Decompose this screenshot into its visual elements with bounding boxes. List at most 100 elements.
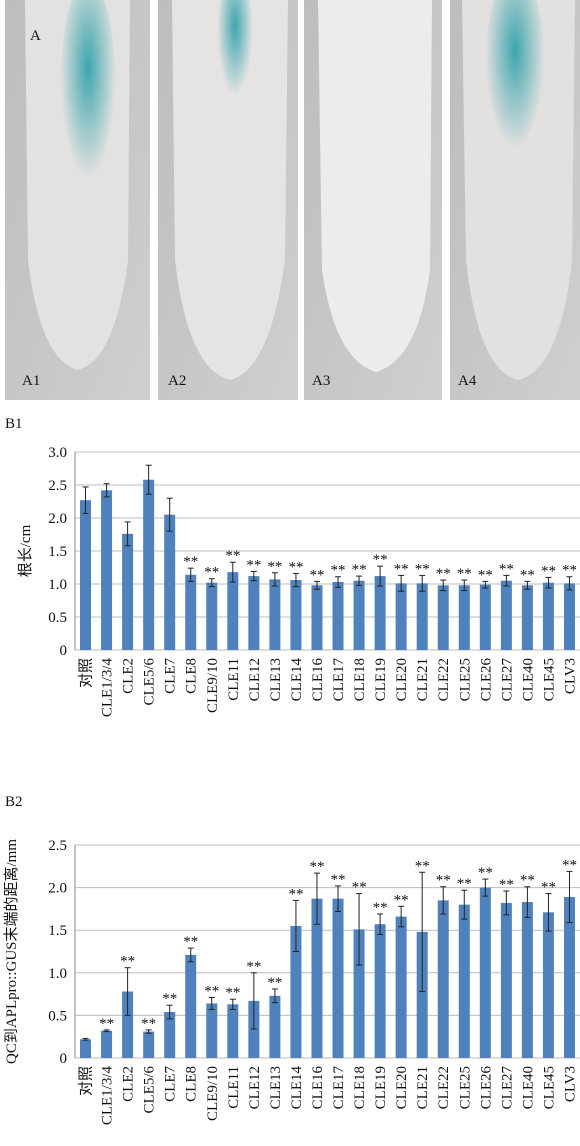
significance-label: **: [520, 567, 535, 583]
bar: [164, 1011, 176, 1058]
error-bar: [292, 572, 299, 588]
significance-label: **: [478, 865, 493, 881]
error-bar: [187, 567, 194, 582]
x-tick-label: CLV3: [562, 1066, 578, 1102]
x-tick-label: CLE8: [184, 1066, 200, 1102]
significance-label: **: [246, 557, 261, 573]
bar: [437, 900, 449, 1058]
image-panel: A3: [304, 0, 442, 400]
x-tick-label: CLE19: [373, 1066, 389, 1109]
y-tick-label: 3.0: [48, 445, 67, 461]
error-bar: [313, 872, 320, 925]
image-panel: A1 A: [5, 0, 150, 400]
significance-label: **: [373, 900, 388, 916]
error-bar: [377, 913, 384, 935]
error-bar: [482, 580, 489, 589]
panel-label: A4: [458, 373, 477, 389]
bar: [353, 929, 365, 1058]
bar: [416, 583, 428, 650]
significance-label: **: [394, 892, 409, 908]
bar: [290, 925, 302, 1058]
bar: [374, 576, 386, 650]
x-tick-label: 对照: [78, 658, 95, 688]
error-bar: [250, 570, 257, 582]
bar: [563, 583, 575, 650]
x-tick-label: CLE2: [121, 658, 137, 694]
x-tick-label: CLE14: [289, 658, 305, 702]
x-tick-label: CLE16: [310, 658, 326, 702]
bar: [395, 916, 407, 1058]
bar: [185, 954, 197, 1058]
image-panel: A2: [158, 0, 298, 400]
significance-label: **: [457, 876, 472, 892]
bar: [269, 995, 281, 1058]
x-tick-label: CLE7: [163, 658, 179, 694]
y-tick-label: 0: [60, 1051, 68, 1067]
significance-label: **: [288, 886, 303, 902]
significance-label: **: [309, 567, 324, 583]
bar: [290, 580, 302, 650]
y-tick-label: 0.5: [48, 1008, 67, 1024]
significance-label: **: [267, 975, 282, 991]
bar: [563, 896, 575, 1058]
error-bar: [545, 893, 552, 932]
x-tick-label: 对照: [78, 1066, 95, 1096]
bar: [458, 585, 470, 650]
bar: [542, 582, 554, 650]
x-tick-label: CLE25: [457, 1066, 473, 1109]
x-tick-label: CLE5/6: [142, 1066, 158, 1114]
x-tick-label: CLE21: [415, 1066, 431, 1109]
bar: [332, 582, 344, 650]
x-tick-label: CLE12: [247, 1066, 263, 1109]
bar: [353, 580, 365, 650]
y-tick-label: 0.5: [48, 610, 67, 626]
bar: [395, 583, 407, 650]
bar: [374, 924, 386, 1058]
significance-label: **: [204, 984, 219, 1000]
x-tick-label: CLE27: [499, 658, 515, 702]
x-tick-label: CLE5/6: [142, 658, 158, 706]
significance-label: **: [331, 563, 346, 579]
error-bar: [356, 575, 363, 586]
error-bar: [398, 905, 405, 928]
significance-label: **: [331, 872, 346, 888]
bar: [437, 585, 449, 650]
bar: [101, 490, 113, 650]
error-bar: [166, 1004, 173, 1020]
significance-label: **: [562, 857, 577, 873]
error-bar: [229, 561, 236, 583]
bar: [458, 904, 470, 1058]
significance-label: **: [499, 877, 514, 893]
x-tick-label: CLE7: [163, 1066, 179, 1102]
error-bar: [229, 998, 236, 1010]
x-tick-label: CLE18: [352, 658, 368, 701]
x-tick-label: CLE16: [310, 1066, 326, 1110]
micrographs: A1 A A2 A3 A4: [5, 0, 580, 400]
x-tick-label: CLE9/10: [205, 1066, 221, 1121]
bar: [122, 533, 134, 650]
bar: [479, 584, 491, 650]
error-bar: [124, 521, 131, 547]
x-tick-label: CLE1/3/4: [100, 658, 116, 718]
error-bar: [250, 972, 257, 1030]
significance-label: **: [352, 880, 367, 896]
error-bar: [545, 576, 552, 589]
error-bar: [566, 576, 573, 591]
significance-label: **: [267, 559, 282, 575]
x-tick-label: CLE18: [352, 1066, 368, 1109]
x-tick-label: CLE17: [331, 1066, 347, 1110]
error-bar: [398, 574, 405, 592]
bar: [185, 574, 197, 650]
panel-label: B2: [5, 794, 23, 810]
significance-label: **: [162, 991, 177, 1007]
panel-label: A: [30, 28, 41, 44]
significance-label: **: [478, 567, 493, 583]
x-tick-label: CLE11: [226, 658, 242, 701]
significance-label: **: [309, 859, 324, 875]
panel-label: A1: [22, 373, 40, 389]
significance-label: **: [415, 561, 430, 577]
error-bar: [356, 893, 363, 966]
bar: [542, 912, 554, 1058]
significance-label: **: [246, 959, 261, 975]
error-bar: [271, 988, 278, 1004]
